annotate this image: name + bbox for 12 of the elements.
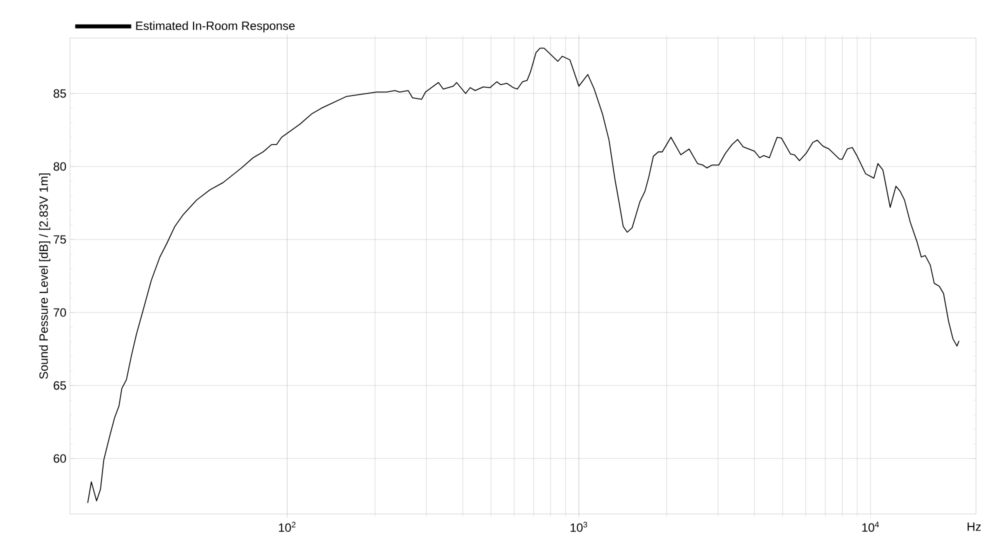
y-tick-label: 60 — [54, 454, 66, 463]
legend-label: Estimated In-Room Response — [136, 21, 295, 32]
x-axis-title: Hz — [968, 522, 981, 531]
x-tick-label: 10$^{4}$ — [862, 522, 879, 532]
y-tick-label: 70 — [54, 308, 66, 317]
x-tick-label: 10$^{2}$ — [278, 522, 296, 532]
y-tick-label: 80 — [54, 162, 66, 171]
y-tick-label: 75 — [54, 235, 66, 244]
y-tick-label: 85 — [54, 89, 66, 98]
x-tick-label: 10$^{3}$ — [570, 522, 588, 532]
y-tick-label: 65 — [54, 381, 66, 390]
y-axis-title: Sound Pessure Level [dB] / [2.83V 1m] — [39, 173, 50, 379]
